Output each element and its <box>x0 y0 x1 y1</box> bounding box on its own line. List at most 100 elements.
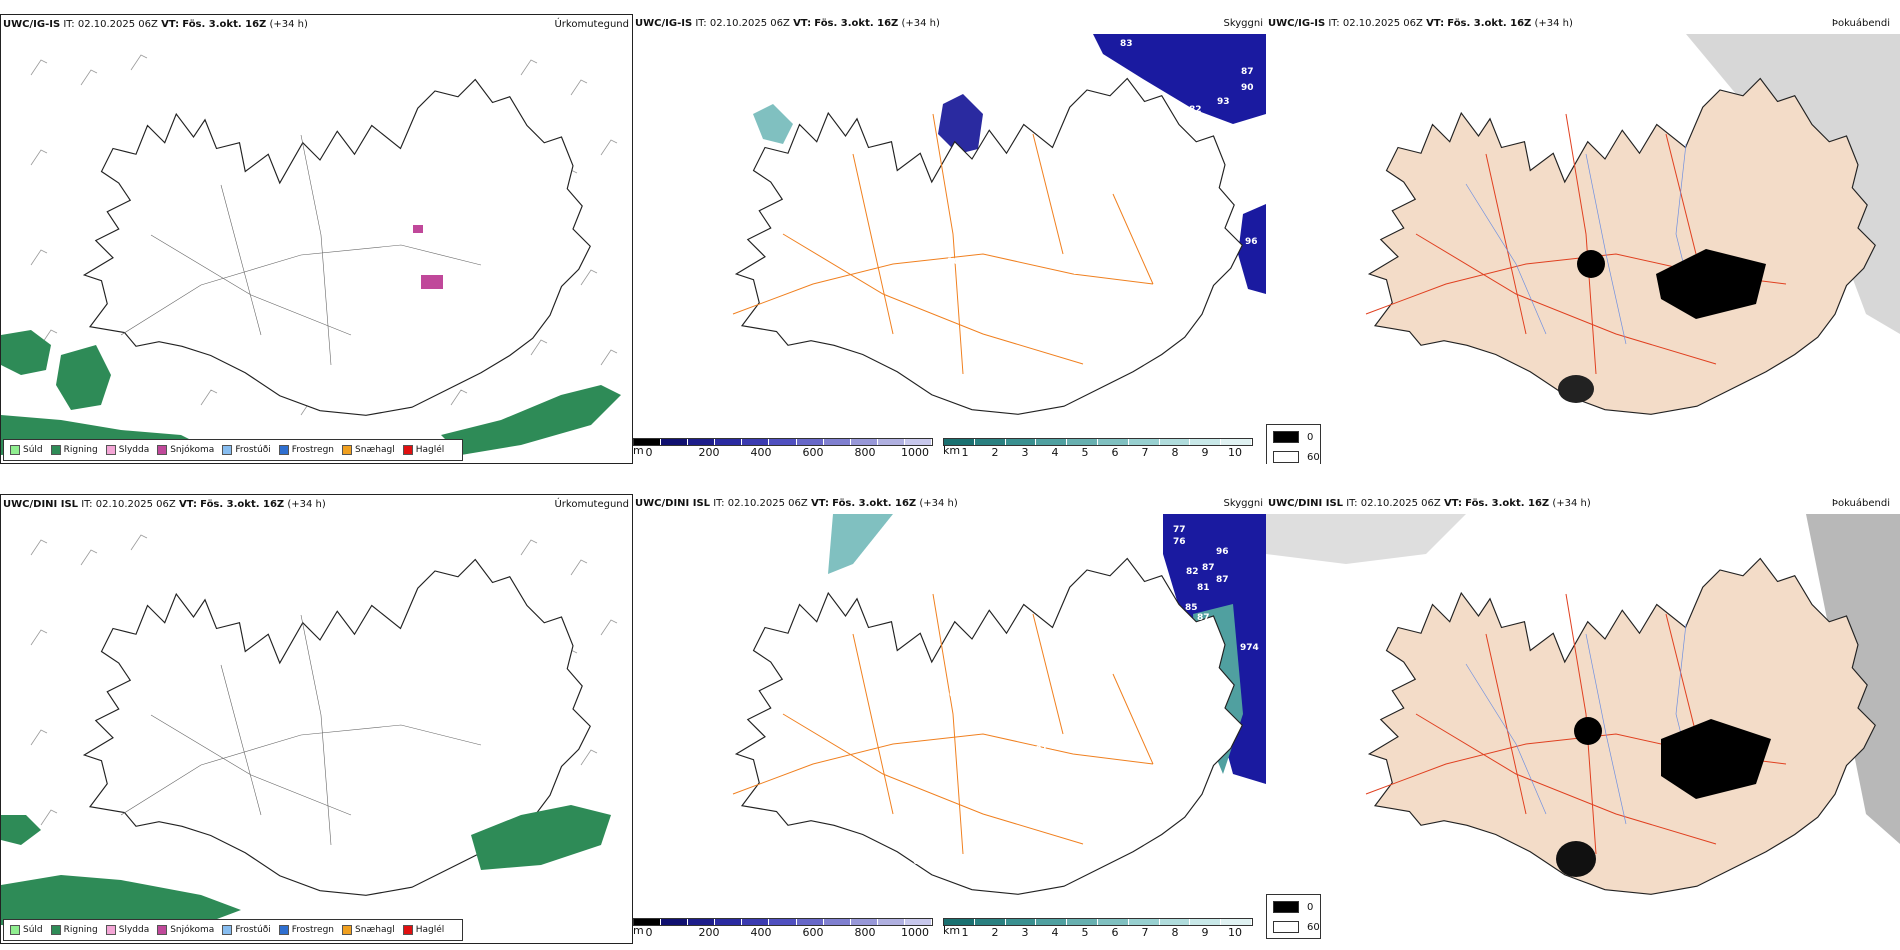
fog-index-title: Þokuábendi <box>1831 18 1890 29</box>
legend-item: Snæhagl <box>342 445 395 455</box>
roads <box>732 593 1154 855</box>
legend-label: Slydda <box>118 925 150 935</box>
legend-label: Súld <box>23 925 43 935</box>
tick-label: 800 <box>854 926 876 939</box>
init-time: IT: 02.10.2025 06Z <box>1346 498 1441 509</box>
vis-value: 87 <box>1197 613 1210 623</box>
tick-label: 800 <box>854 446 876 459</box>
fog-legend-label: 0 <box>1307 901 1314 913</box>
precip-panel-row2: UWC/DINI ISL IT: 02.10.2025 06Z VT: Fös.… <box>0 494 633 944</box>
vis-value: 116 <box>1051 742 1070 752</box>
vis-value: 85 <box>1185 603 1198 613</box>
tick-label: 8 <box>1171 446 1179 459</box>
tick-label: 7 <box>1141 926 1149 939</box>
vis-value: 87 <box>1202 563 1215 573</box>
fog-swatch <box>1273 901 1299 913</box>
tick-label: 0 <box>645 926 653 939</box>
valid-label: VT: <box>161 19 180 30</box>
fog-haze <box>1266 514 1466 564</box>
vis-value: 93 <box>1217 97 1230 107</box>
tick-label: 1 <box>961 446 969 459</box>
legend-label: Snjókoma <box>170 445 215 455</box>
legend-label: Snæhagl <box>355 445 395 455</box>
cloud-base-colorbar: 0 200 400 600 800 1000 <box>633 438 933 459</box>
legend-swatch <box>10 445 20 455</box>
fog-map <box>1266 514 1900 895</box>
precip-type-title: Úrkomutegund <box>554 499 629 510</box>
cloud-base-unit: m <box>633 444 644 457</box>
legend-label: Haglél <box>415 925 445 935</box>
roads <box>1365 593 1787 855</box>
visibility-title: Skyggni <box>1223 498 1263 509</box>
fog-legend: 0 60 <box>1266 424 1321 464</box>
vis-value: 101 <box>1029 745 1048 755</box>
tick-label: 6 <box>1111 926 1119 939</box>
legend-swatch <box>342 445 353 455</box>
vis-value: 107 <box>1061 307 1080 317</box>
init-time: IT: 02.10.2025 06Z <box>81 499 176 510</box>
vis-value: 16 <box>1073 267 1086 277</box>
valid-label: VT: <box>810 498 829 509</box>
tick-label: 600 <box>802 926 824 939</box>
tick-label: 9 <box>1201 926 1209 939</box>
init-time: IT: 02.10.2025 06Z <box>695 18 790 29</box>
precip-type-title: Úrkomutegund <box>554 19 629 30</box>
vis-value: 103 <box>933 844 952 854</box>
legend-swatch <box>278 925 289 935</box>
legend-swatch <box>402 445 413 455</box>
legend-swatch <box>105 445 116 455</box>
low-vis-area <box>828 514 893 574</box>
vis-value: 974 <box>1240 643 1259 653</box>
legend-swatch <box>157 925 168 935</box>
tick-label: 0 <box>645 446 653 459</box>
vis-value: 82 <box>1186 567 1199 577</box>
vis-value: 82 <box>1189 105 1202 115</box>
tick-label: 6 <box>1111 446 1119 459</box>
tick-label: 1000 <box>901 926 929 939</box>
legend-swatch <box>402 925 413 935</box>
legend-item: Frostúði <box>222 925 271 935</box>
valid-label: VT: <box>1443 498 1462 509</box>
legend-label: Snjókoma <box>170 925 215 935</box>
vis-value: 81 <box>1197 583 1210 593</box>
visibility-labels: 77 76 96 82 87 81 87 85 87 974 203 89 10… <box>913 525 1259 867</box>
tick-label: 2 <box>991 926 999 939</box>
fog-panel-row1: UWC/IG-IS IT: 02.10.2025 06Z VT: Fös. 3.… <box>1266 14 1900 464</box>
panel-title: UWC/DINI ISL IT: 02.10.2025 06Z VT: Fös.… <box>3 499 326 510</box>
precip-map <box>1 534 618 930</box>
fog-area <box>1577 250 1605 278</box>
vis-value: 83 <box>1120 39 1133 49</box>
vis-value: 77 <box>1173 525 1186 535</box>
legend-swatch <box>342 925 353 935</box>
legend-item: Snjókoma <box>157 445 214 455</box>
fog-area <box>1556 841 1596 877</box>
snow-areas <box>413 225 443 289</box>
fog-legend-label: 60 <box>1307 921 1320 933</box>
init-time: IT: 02.10.2025 06Z <box>1328 18 1423 29</box>
legend-label: Súld <box>23 445 43 455</box>
cloud-base-colorbar: 0 200 400 600 800 1000 <box>633 918 933 939</box>
valid-time: Fös. 3.okt. 16Z <box>182 19 267 30</box>
vis-value: 96 <box>1216 547 1229 557</box>
legend-item: Slydda <box>105 925 150 935</box>
fog-panel-row2: UWC/DINI ISL IT: 02.10.2025 06Z VT: Fös.… <box>1266 494 1900 944</box>
vis-value: 96 <box>1245 237 1258 247</box>
visibility-unit: km <box>943 444 961 457</box>
fog-swatch <box>1273 451 1299 463</box>
panel-title: UWC/DINI ISL IT: 02.10.2025 06Z VT: Fös.… <box>635 498 958 509</box>
precip-map <box>1 54 621 455</box>
lead-time: (+34 h) <box>919 498 958 509</box>
lead-time: (+34 h) <box>901 18 940 29</box>
tick-label: 400 <box>750 446 772 459</box>
legend-item: Haglél <box>402 925 445 935</box>
lead-time: (+34 h) <box>269 19 308 30</box>
tick-label: 7 <box>1141 446 1149 459</box>
tick-label: 8 <box>1171 926 1179 939</box>
legend-label: Frostúði <box>235 925 271 935</box>
model-name: UWC/IG-IS <box>1268 18 1326 29</box>
visibility-colorbar: 1 2 3 4 5 6 7 8 9 10 <box>943 918 1253 939</box>
legend-swatch <box>222 445 233 455</box>
tick-label: 9 <box>1201 446 1209 459</box>
cloud-base-unit: m <box>633 924 644 937</box>
legend-item: Snjókoma <box>157 925 214 935</box>
